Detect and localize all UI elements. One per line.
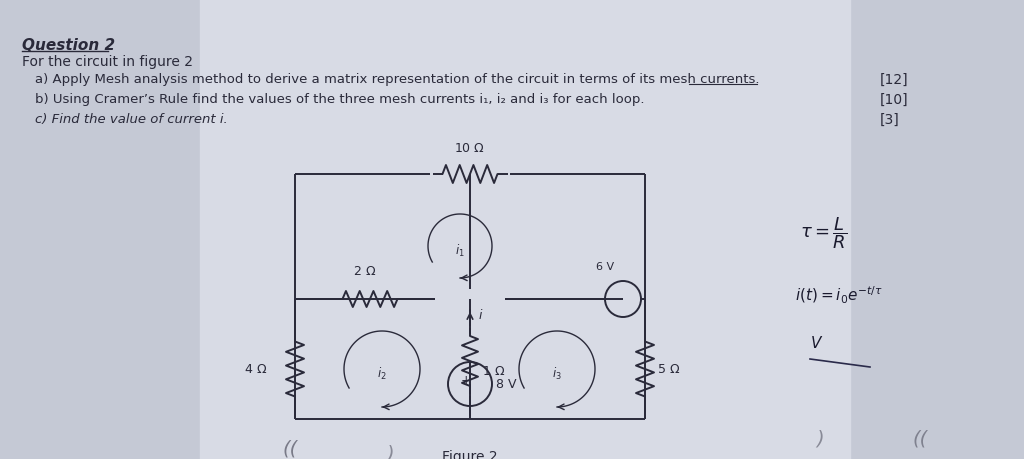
Text: $i(t) = i_0 e^{-t/\tau}$: $i(t) = i_0 e^{-t/\tau}$: [795, 285, 883, 305]
Text: $i_3$: $i_3$: [552, 365, 562, 381]
Text: $4\ \Omega$: $4\ \Omega$: [244, 363, 267, 375]
Text: $10\ \Omega$: $10\ \Omega$: [455, 142, 485, 155]
Text: $V$: $V$: [810, 334, 823, 350]
Text: ((: ((: [912, 429, 928, 448]
Text: [12]: [12]: [880, 73, 908, 87]
Bar: [200, 0, 850, 459]
Text: [10]: [10]: [880, 93, 908, 107]
Text: Figure 2: Figure 2: [442, 449, 498, 459]
Text: ): ): [816, 429, 824, 448]
Text: 6 V: 6 V: [596, 262, 614, 271]
Text: Question 2: Question 2: [22, 38, 115, 53]
Text: For the circuit in figure 2: For the circuit in figure 2: [22, 55, 193, 69]
Text: $i_2$: $i_2$: [377, 365, 387, 381]
Text: c) Find the value of current i.: c) Find the value of current i.: [35, 113, 227, 126]
Text: b) Using Cramer’s Rule find the values of the three mesh currents i₁, i₂ and i₃ : b) Using Cramer’s Rule find the values o…: [35, 93, 644, 106]
Text: +: +: [461, 374, 471, 386]
Text: $i$: $i$: [478, 308, 483, 321]
Text: ((: ((: [283, 439, 298, 458]
Text: ): ): [386, 444, 394, 459]
Text: $\tau = \dfrac{L}{R}$: $\tau = \dfrac{L}{R}$: [800, 214, 848, 250]
Text: $i_1$: $i_1$: [455, 242, 465, 258]
Text: $1\ \Omega$: $1\ \Omega$: [482, 365, 505, 378]
Text: 8 V: 8 V: [496, 378, 516, 391]
Text: a) Apply Mesh analysis method to derive a matrix representation of the circuit i: a) Apply Mesh analysis method to derive …: [35, 73, 760, 86]
Text: $5\ \Omega$: $5\ \Omega$: [657, 363, 680, 375]
Text: [3]: [3]: [880, 113, 900, 127]
Text: $2\ \Omega$: $2\ \Omega$: [353, 264, 377, 277]
